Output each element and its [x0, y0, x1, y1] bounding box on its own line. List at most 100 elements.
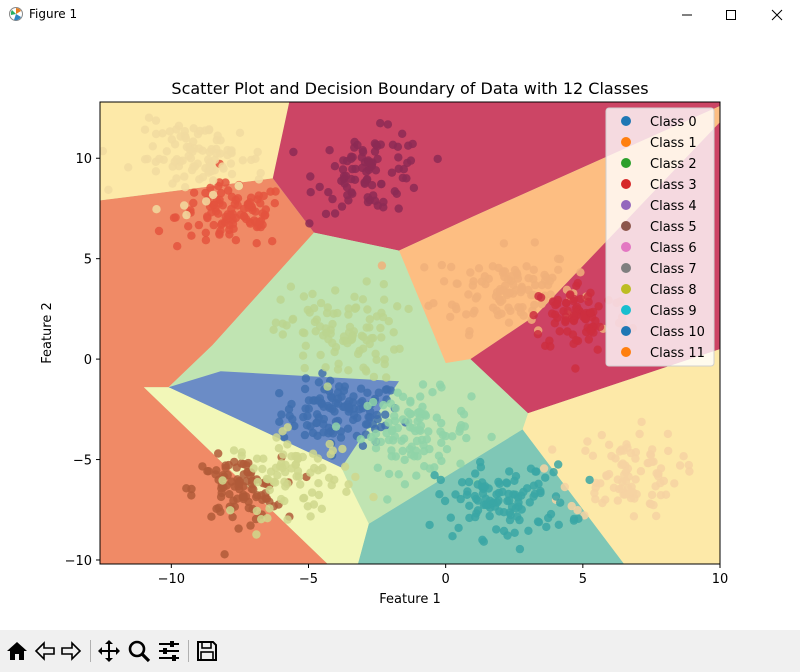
scatter-point: [447, 262, 456, 272]
close-button[interactable]: [754, 0, 800, 30]
scatter-point: [342, 487, 351, 496]
scatter-point: [502, 479, 512, 488]
scatter-point: [206, 183, 215, 192]
scatter-point: [251, 217, 261, 227]
scatter-point: [525, 498, 534, 507]
scatter-point: [315, 182, 324, 192]
scatter-point: [330, 347, 339, 357]
scatter-point: [524, 274, 533, 283]
scatter-point: [380, 355, 389, 364]
scatter-point: [446, 312, 455, 322]
scatter-point: [485, 511, 494, 521]
scatter-point: [349, 392, 358, 401]
scatter-point: [339, 386, 349, 395]
scatter-point: [448, 532, 457, 541]
scatter-point: [624, 472, 633, 481]
home-button[interactable]: [4, 638, 30, 664]
scatter-point: [581, 314, 590, 323]
scatter-point: [226, 159, 236, 168]
scatter-point: [478, 489, 488, 498]
scatter-point: [382, 428, 391, 438]
scatter-point: [265, 485, 274, 495]
scatter-point: [515, 544, 525, 554]
scatter-point: [252, 454, 262, 463]
scatter-point: [505, 496, 514, 505]
y-tick-label: 10: [75, 152, 92, 167]
scatter-point: [393, 302, 402, 311]
scatter-point: [670, 479, 679, 488]
scatter-point: [414, 425, 424, 434]
scatter-point: [292, 472, 301, 481]
scatter-point: [467, 392, 476, 401]
scatter-point: [460, 422, 469, 431]
scatter-point: [234, 181, 243, 190]
scatter-point: [442, 445, 452, 454]
scatter-point: [631, 454, 640, 463]
scatter-point: [205, 125, 214, 134]
scatter-point: [208, 190, 218, 200]
scatter-point: [362, 367, 371, 376]
scatter-point: [389, 328, 398, 337]
navigation-toolbar: [0, 630, 800, 672]
scatter-point: [301, 341, 310, 350]
scatter-point: [647, 490, 657, 500]
scatter-point: [271, 318, 281, 327]
scatter-point: [440, 496, 450, 506]
scatter-point: [276, 295, 285, 304]
scatter-point: [251, 154, 260, 163]
scatter-point: [228, 210, 238, 219]
scatter-point: [344, 310, 353, 319]
scatter-point: [383, 495, 392, 504]
scatter-point: [367, 159, 376, 168]
scatter-point: [402, 174, 411, 183]
scatter-point: [205, 162, 214, 171]
scatter-point: [225, 490, 234, 499]
scatter-point: [265, 497, 274, 506]
scatter-point: [583, 437, 592, 446]
scatter-point: [239, 470, 248, 479]
scatter-point: [368, 420, 377, 429]
scatter-point: [169, 213, 179, 222]
scatter-point: [398, 415, 408, 424]
legend-marker: [621, 116, 631, 126]
legend-marker: [621, 200, 631, 210]
scatter-point: [598, 498, 607, 508]
scatter-point: [406, 398, 415, 407]
scatter-point: [498, 487, 507, 496]
scatter-point: [554, 265, 563, 274]
scatter-point: [148, 142, 157, 151]
scatter-point: [275, 389, 284, 398]
scatter-point: [532, 467, 541, 476]
pan-button[interactable]: [96, 638, 122, 664]
scatter-point: [215, 178, 224, 187]
save-button[interactable]: [194, 638, 220, 664]
forward-button[interactable]: [58, 638, 84, 664]
scatter-point: [253, 147, 262, 157]
minimize-button[interactable]: [664, 0, 710, 30]
scatter-point: [213, 131, 222, 140]
scatter-point: [424, 427, 433, 436]
scatter-point: [636, 467, 646, 476]
scatter-point: [420, 263, 429, 272]
scatter-point: [306, 188, 315, 197]
scatter-point: [212, 504, 221, 513]
maximize-button[interactable]: [708, 0, 754, 30]
zoom-button[interactable]: [126, 638, 152, 664]
scatter-point: [300, 363, 309, 373]
scatter-point: [321, 209, 331, 219]
scatter-point: [330, 209, 340, 218]
scatter-chart[interactable]: Scatter Plot and Decision Boundary of Da…: [0, 30, 800, 630]
back-button[interactable]: [32, 638, 58, 664]
scatter-point: [326, 450, 335, 459]
scatter-point: [519, 487, 528, 497]
scatter-point: [381, 410, 390, 419]
scatter-point: [588, 451, 598, 460]
scatter-point: [376, 140, 385, 149]
scatter-point: [172, 125, 181, 134]
legend-entry: Class 3: [650, 178, 697, 193]
scatter-point: [371, 166, 381, 175]
configure-subplots-button[interactable]: [156, 638, 182, 664]
scatter-point: [187, 484, 196, 494]
scatter-point: [263, 514, 272, 523]
scatter-point: [173, 242, 182, 251]
